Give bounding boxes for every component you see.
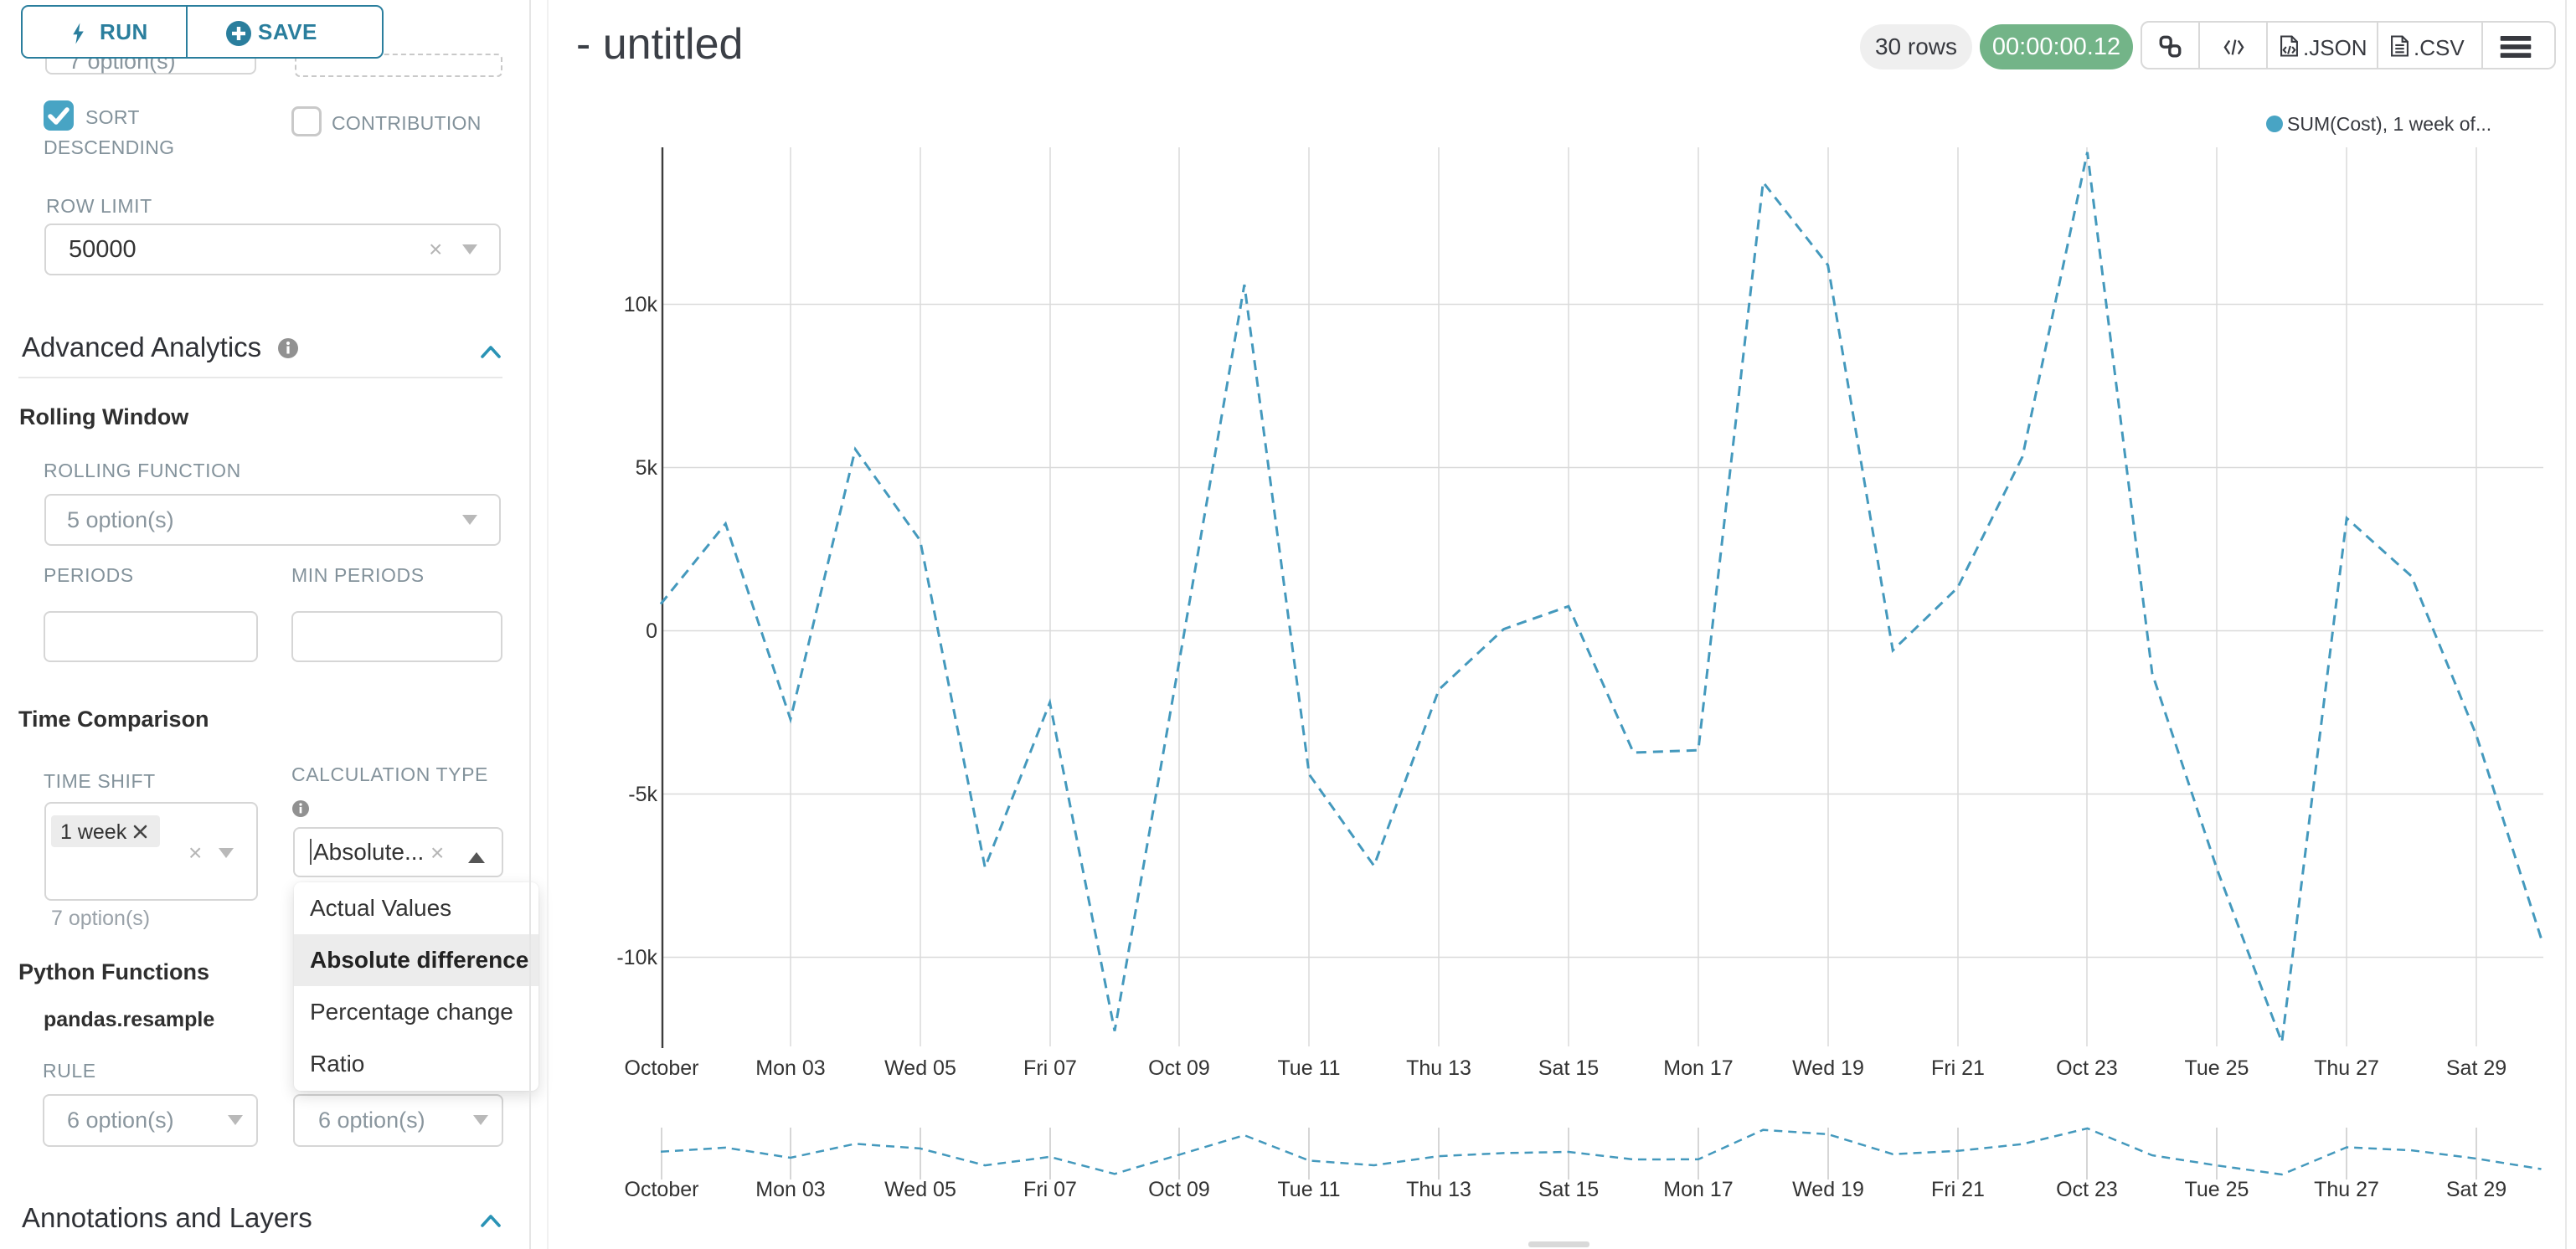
svg-text:Tue 11: Tue 11 [1277,1056,1340,1080]
svg-text:Sat 29: Sat 29 [2446,1056,2506,1080]
svg-text:Sat 15: Sat 15 [1538,1056,1599,1080]
svg-text:Thu 13: Thu 13 [1406,1056,1471,1080]
svg-text:Thu 27: Thu 27 [2314,1056,2379,1080]
svg-text:5k: 5k [636,456,658,480]
svg-text:SUM(Cost), 1 week of...: SUM(Cost), 1 week of... [2287,113,2491,135]
svg-text:Sat 29: Sat 29 [2446,1178,2506,1201]
svg-text:0: 0 [646,619,657,643]
svg-text:Fri 07: Fri 07 [1023,1056,1077,1080]
svg-text:Oct 23: Oct 23 [2056,1178,2118,1201]
svg-text:Wed 05: Wed 05 [884,1056,956,1080]
svg-text:Tue 25: Tue 25 [2185,1178,2249,1201]
svg-text:Fri 21: Fri 21 [1931,1178,1985,1201]
svg-text:10k: 10k [624,293,658,316]
svg-text:October: October [625,1178,699,1201]
svg-text:Fri 07: Fri 07 [1023,1178,1077,1201]
svg-text:Mon 17: Mon 17 [1663,1056,1733,1080]
svg-text:Oct 23: Oct 23 [2056,1056,2118,1080]
svg-text:Mon 17: Mon 17 [1663,1178,1733,1201]
svg-text:Thu 27: Thu 27 [2314,1178,2379,1201]
svg-text:Wed 05: Wed 05 [884,1178,956,1201]
svg-text:Mon 03: Mon 03 [755,1056,825,1080]
svg-text:Tue 25: Tue 25 [2185,1056,2249,1080]
svg-text:Tue 11: Tue 11 [1277,1178,1340,1201]
svg-text:Fri 21: Fri 21 [1931,1056,1985,1080]
svg-text:Oct 09: Oct 09 [1148,1056,1210,1080]
svg-text:-5k: -5k [628,783,657,806]
svg-text:Oct 09: Oct 09 [1148,1178,1210,1201]
svg-text:Thu 13: Thu 13 [1406,1178,1471,1201]
svg-text:October: October [625,1056,699,1080]
svg-text:-10k: -10k [616,946,657,969]
svg-text:Sat 15: Sat 15 [1538,1178,1599,1201]
svg-text:Mon 03: Mon 03 [755,1178,825,1201]
svg-text:Wed 19: Wed 19 [1792,1178,1864,1201]
svg-text:Wed 19: Wed 19 [1792,1056,1864,1080]
